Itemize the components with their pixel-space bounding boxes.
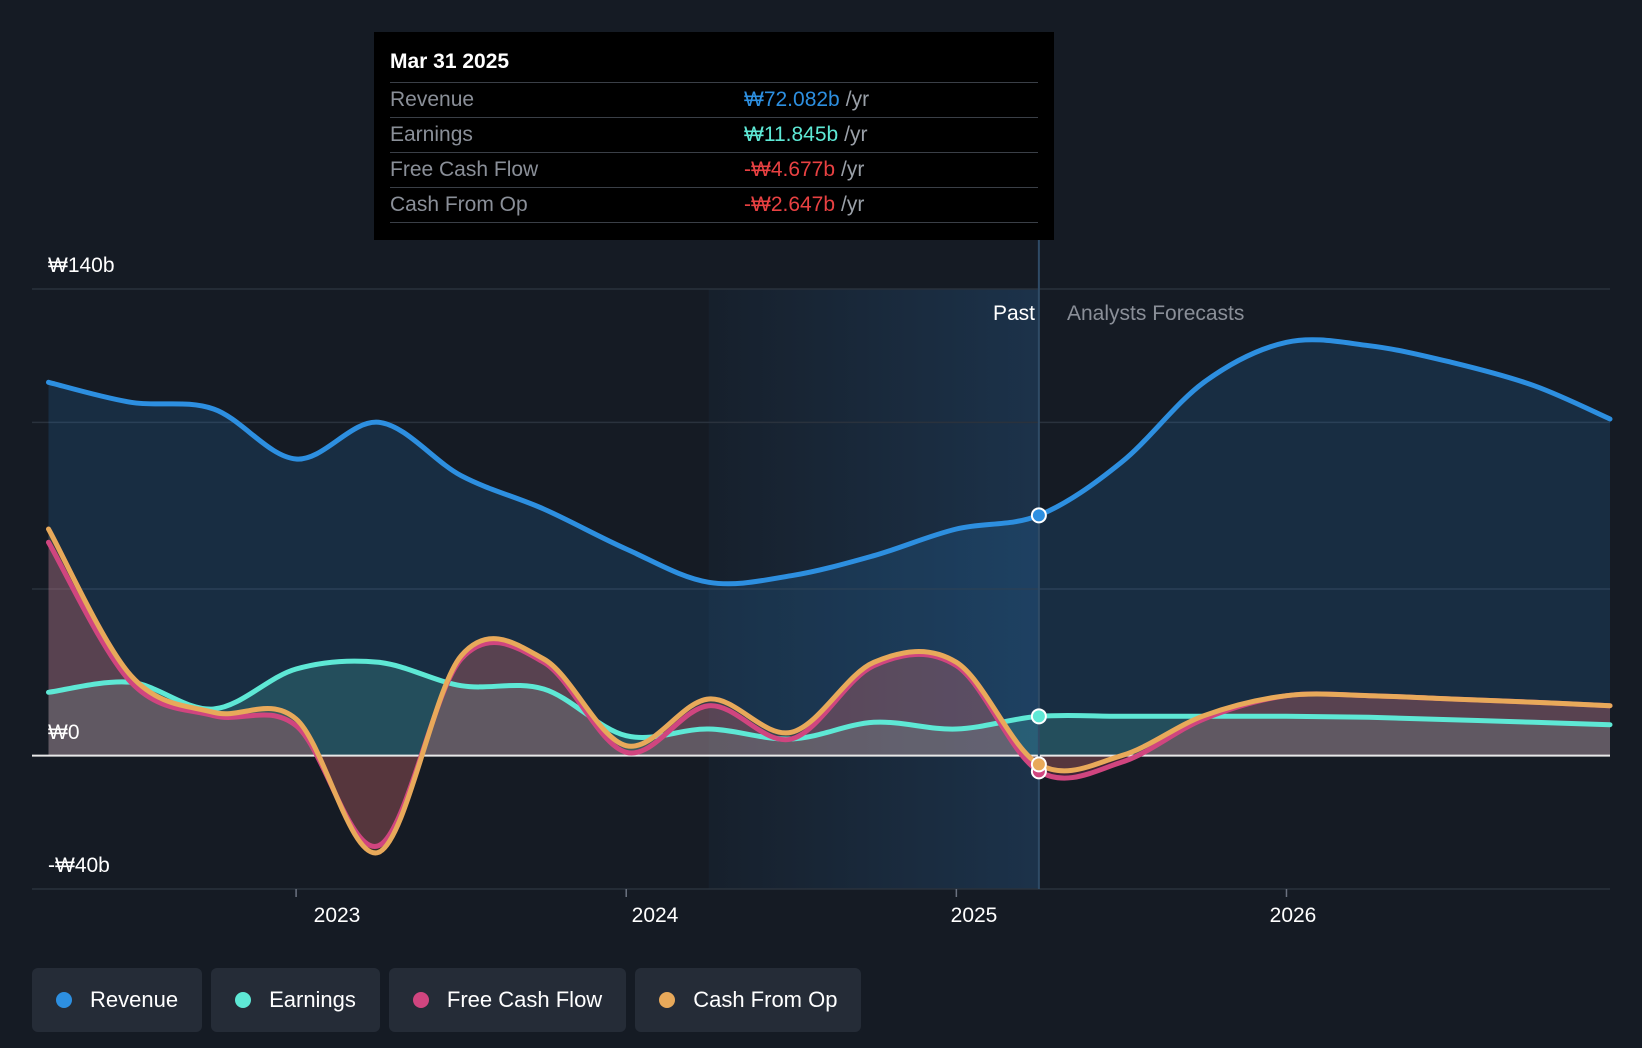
forecast-label: Analysts Forecasts xyxy=(1067,302,1244,325)
free-cash-flow-dot-icon xyxy=(412,992,429,1008)
x-tick-label: 2025 xyxy=(951,904,998,927)
revenue-marker xyxy=(1030,507,1047,524)
earnings-dot-icon xyxy=(235,992,252,1008)
legend-item-revenue[interactable]: Revenue xyxy=(32,968,203,1032)
tooltip-unit: /yr xyxy=(844,123,868,146)
y-tick-label-top: ₩140b xyxy=(48,254,115,277)
earnings-area xyxy=(48,661,1610,756)
legend: Revenue Earnings Free Cash Flow Cash Fro… xyxy=(32,968,862,1032)
tooltip-value: ₩11.845b xyxy=(744,123,839,146)
earnings-line xyxy=(46,658,1613,742)
tooltip-label: Free Cash Flow xyxy=(390,158,539,181)
tooltip-row-cash-from-op: Cash From Op -₩2.647b /yr xyxy=(390,188,1038,223)
tooltip-label: Earnings xyxy=(390,123,473,146)
series-areas xyxy=(48,339,1610,853)
x-tick-label: 2023 xyxy=(314,904,361,927)
gridlines xyxy=(32,288,1610,897)
series-markers xyxy=(1030,507,1047,780)
tooltip-value: -₩2.647b xyxy=(744,193,836,216)
tooltip-unit: /yr xyxy=(841,193,865,216)
cash-from-op-dot-icon xyxy=(659,992,676,1008)
y-tick-label-zero: ₩0 xyxy=(48,721,80,744)
y-axis-labels: ₩140b ₩0 -₩40b xyxy=(48,254,115,877)
revenue-line xyxy=(46,337,1613,587)
cash-from-op-line xyxy=(46,526,1613,856)
legend-label: Free Cash Flow xyxy=(446,987,603,1012)
x-tick-label: 2024 xyxy=(632,904,679,927)
cash-from-op-marker xyxy=(1030,756,1047,773)
earnings-marker xyxy=(1030,708,1047,725)
tooltip-row-earnings: Earnings ₩11.845b /yr xyxy=(390,118,1038,153)
tooltip-row-revenue: Revenue ₩72.082b /yr xyxy=(390,83,1038,118)
x-axis-labels: 2023 2024 2025 2026 xyxy=(314,904,1317,927)
tooltip: Mar 31 2025 Revenue ₩72.082b /yr Earning… xyxy=(374,32,1054,240)
x-tick-label: 2026 xyxy=(1270,904,1317,927)
tooltip-value: -₩4.677b xyxy=(744,158,836,181)
legend-label: Earnings xyxy=(269,987,356,1012)
tooltip-unit: /yr xyxy=(845,88,870,111)
tooltip-label: Cash From Op xyxy=(390,193,528,216)
revenue-area xyxy=(48,339,1610,756)
legend-item-cash-from-op[interactable]: Cash From Op xyxy=(635,968,862,1032)
y-tick-label-bottom: -₩40b xyxy=(48,854,110,877)
tooltip-date: Mar 31 2025 xyxy=(390,46,1038,83)
legend-label: Cash From Op xyxy=(693,987,838,1012)
tooltip-value: ₩72.082b xyxy=(744,88,840,111)
tooltip-label: Revenue xyxy=(390,88,475,111)
revenue-dot-icon xyxy=(56,992,72,1008)
tooltip-row-free-cash-flow: Free Cash Flow -₩4.677b /yr xyxy=(390,153,1038,188)
tooltip-unit: /yr xyxy=(841,158,865,181)
legend-item-earnings[interactable]: Earnings xyxy=(211,968,380,1032)
legend-label: Revenue xyxy=(90,987,179,1012)
past-label: Past xyxy=(993,302,1035,325)
legend-item-free-cash-flow[interactable]: Free Cash Flow xyxy=(388,968,627,1032)
series-lines xyxy=(46,337,1613,856)
